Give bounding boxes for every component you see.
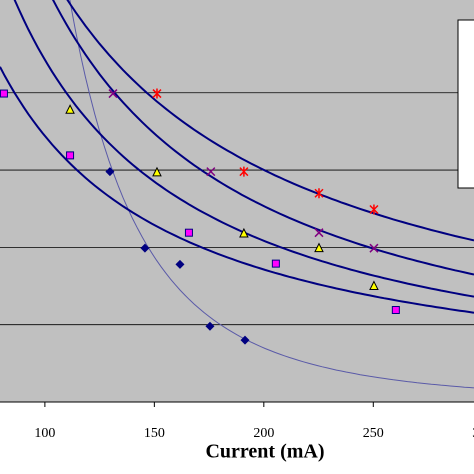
square bbox=[184, 228, 193, 237]
legend-box bbox=[457, 19, 474, 189]
x-tick-label: 200 bbox=[253, 426, 274, 441]
grid bbox=[0, 92, 474, 326]
point bbox=[205, 321, 215, 331]
trendline bbox=[0, 66, 474, 314]
point bbox=[240, 335, 250, 345]
triangle bbox=[369, 280, 379, 291]
point bbox=[271, 259, 280, 268]
point bbox=[314, 188, 324, 199]
point bbox=[152, 88, 162, 99]
point bbox=[105, 167, 115, 177]
x-tick-label: 100 bbox=[34, 426, 55, 441]
point bbox=[369, 243, 379, 253]
point bbox=[65, 104, 75, 114]
point bbox=[239, 166, 249, 177]
triangle bbox=[65, 104, 75, 114]
point bbox=[175, 259, 185, 269]
point bbox=[314, 242, 324, 253]
marks bbox=[0, 88, 400, 345]
star bbox=[152, 88, 162, 99]
cross bbox=[314, 228, 324, 238]
point bbox=[391, 306, 400, 315]
point bbox=[140, 243, 150, 253]
diamond bbox=[140, 243, 150, 253]
point bbox=[66, 151, 75, 160]
trendline bbox=[51, 0, 474, 276]
point bbox=[314, 228, 324, 238]
trendline bbox=[13, 0, 474, 298]
star bbox=[369, 204, 379, 215]
trendline bbox=[66, 0, 474, 242]
plot-area bbox=[0, 0, 474, 402]
cross bbox=[206, 167, 216, 177]
point bbox=[369, 280, 379, 291]
star bbox=[314, 188, 324, 199]
trendline bbox=[69, 0, 474, 389]
cross bbox=[108, 89, 118, 99]
star bbox=[239, 166, 249, 177]
x-tick-label: 250 bbox=[363, 426, 384, 441]
diamond bbox=[105, 167, 115, 177]
point bbox=[239, 227, 249, 238]
triangle bbox=[239, 227, 249, 238]
point bbox=[206, 167, 216, 177]
point bbox=[108, 89, 118, 99]
point bbox=[184, 228, 193, 237]
diamond bbox=[240, 335, 250, 345]
triangle bbox=[314, 242, 324, 253]
x-axis-label: Current (mA) bbox=[205, 441, 324, 463]
point bbox=[0, 89, 8, 98]
x-tick-label: 300 bbox=[472, 426, 474, 441]
square bbox=[271, 259, 280, 268]
triangle bbox=[152, 166, 162, 177]
square bbox=[0, 89, 8, 98]
point bbox=[152, 166, 162, 177]
diamond bbox=[205, 321, 215, 331]
trendlines bbox=[0, 0, 474, 389]
square bbox=[391, 306, 400, 315]
x-tick-label: 150 bbox=[144, 426, 165, 441]
square bbox=[66, 151, 75, 160]
cross bbox=[369, 243, 379, 253]
diamond bbox=[175, 259, 185, 269]
point bbox=[369, 204, 379, 215]
